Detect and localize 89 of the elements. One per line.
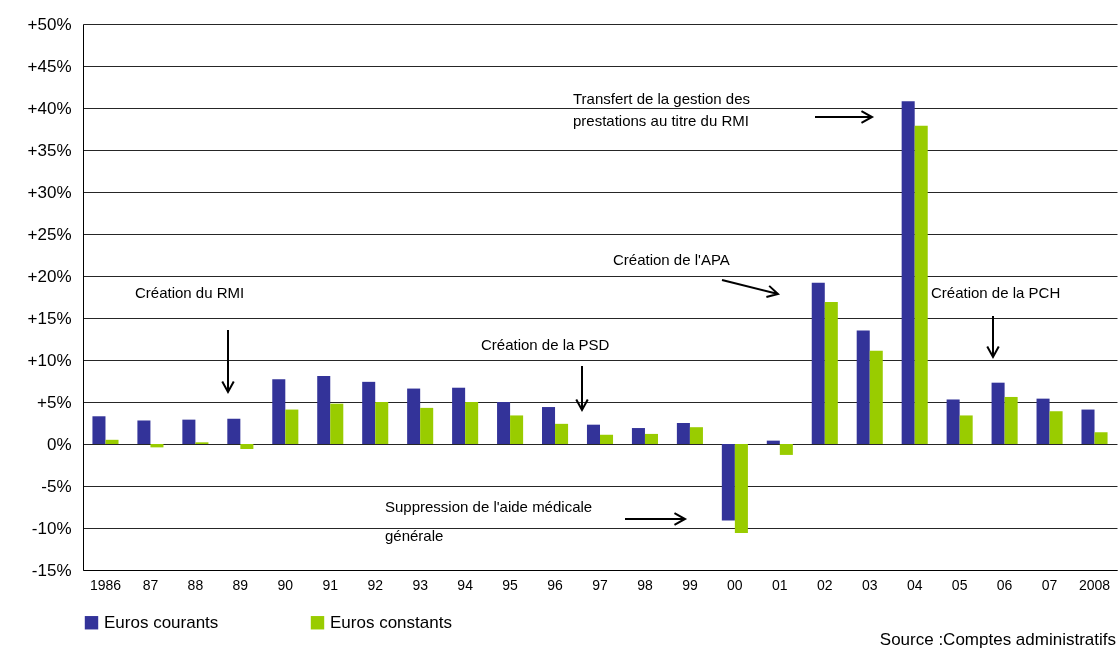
bar [1049,411,1063,444]
y-tick-label: +20% [27,266,72,286]
y-tick-label: +30% [27,182,72,202]
bar [946,399,960,444]
bar [362,381,376,444]
y-tick-label: +5% [37,392,72,412]
y-tick-label: +10% [27,350,72,370]
bar [407,388,421,444]
legend-label: Euros courants [104,612,219,632]
x-tick-label: 2008 [1078,576,1111,593]
x-tick-label: 96 [547,576,564,593]
y-tick-label: -10% [31,518,72,538]
bar [1094,432,1108,444]
bar [856,330,870,444]
bar [901,101,915,444]
y-tick-label: +35% [27,140,72,160]
x-tick-label: 03 [861,576,878,593]
y-tick-label: -5% [41,476,72,496]
y-tick-label: +15% [27,308,72,328]
y-tick-label: +25% [27,224,72,244]
annotation: Suppression de l'aide médicale générale [385,498,593,544]
x-tick-label: 06 [996,576,1013,593]
x-tick-label: 99 [682,576,698,593]
x-tick-label: 02 [816,576,833,593]
bar [227,418,241,444]
annotation: Création du RMI [135,284,245,301]
bar [182,419,196,444]
x-tick-label: 00 [727,576,743,593]
annotation: Création de la PSD [481,336,610,353]
bar [105,439,119,444]
x-tick-label: 90 [277,576,294,593]
bar [542,407,556,444]
x-tick-label: 91 [322,576,339,593]
x-tick-label: 1986 [89,576,122,593]
x-tick-label: 92 [367,576,384,593]
bar [465,402,479,444]
bar [1004,396,1018,444]
bar [555,423,569,444]
y-tick-label: +50% [27,14,72,34]
x-tick-label: 95 [502,576,519,593]
bar [420,407,434,444]
y-tick-label: +40% [27,98,72,118]
bar [721,444,735,521]
x-tick-label: 05 [951,576,968,593]
bar [452,387,466,444]
bar [959,415,973,444]
bar [497,402,511,444]
y-tick-label: -15% [31,560,72,580]
x-tick-label: 93 [412,576,429,593]
bar [1036,398,1050,444]
bar [991,382,1005,444]
bar [510,415,524,444]
bar [631,428,645,444]
x-tick-label: 94 [457,576,474,593]
legend-label: Euros constants [330,612,452,632]
bar [92,416,106,444]
bar [824,302,838,444]
bar [272,379,286,444]
bar [586,424,600,444]
bar [330,403,344,444]
bar [1081,409,1095,444]
bar [285,409,299,444]
bar [600,434,614,444]
bar [317,375,331,444]
bar [375,402,389,444]
x-tick-label: 87 [142,576,159,593]
bar [644,433,658,444]
x-tick-label: 97 [592,576,608,593]
x-tick-label: 98 [637,576,653,593]
annotation: Création de la PCH [931,284,1061,301]
x-tick-label: 04 [906,576,923,593]
x-tick-label: 01 [772,576,788,593]
bar [734,444,748,534]
bar [869,350,883,444]
bar [676,423,690,444]
y-tick-label: +45% [27,56,72,76]
x-tick-label: 89 [232,576,249,593]
x-tick-label: 07 [1041,576,1058,593]
bar [779,444,793,455]
annotation: Transfert de la gestion des prestations au titre du RMI [573,90,751,129]
source-note: Source :Comptes administratifs [879,630,1116,649]
bar [914,125,928,444]
bar [811,282,825,444]
annotation: Création de l'APA [613,251,730,268]
bar [137,420,151,444]
bar [240,444,254,450]
bar [689,427,703,444]
x-tick-label: 88 [187,576,204,593]
y-tick-label: 0% [46,434,72,454]
